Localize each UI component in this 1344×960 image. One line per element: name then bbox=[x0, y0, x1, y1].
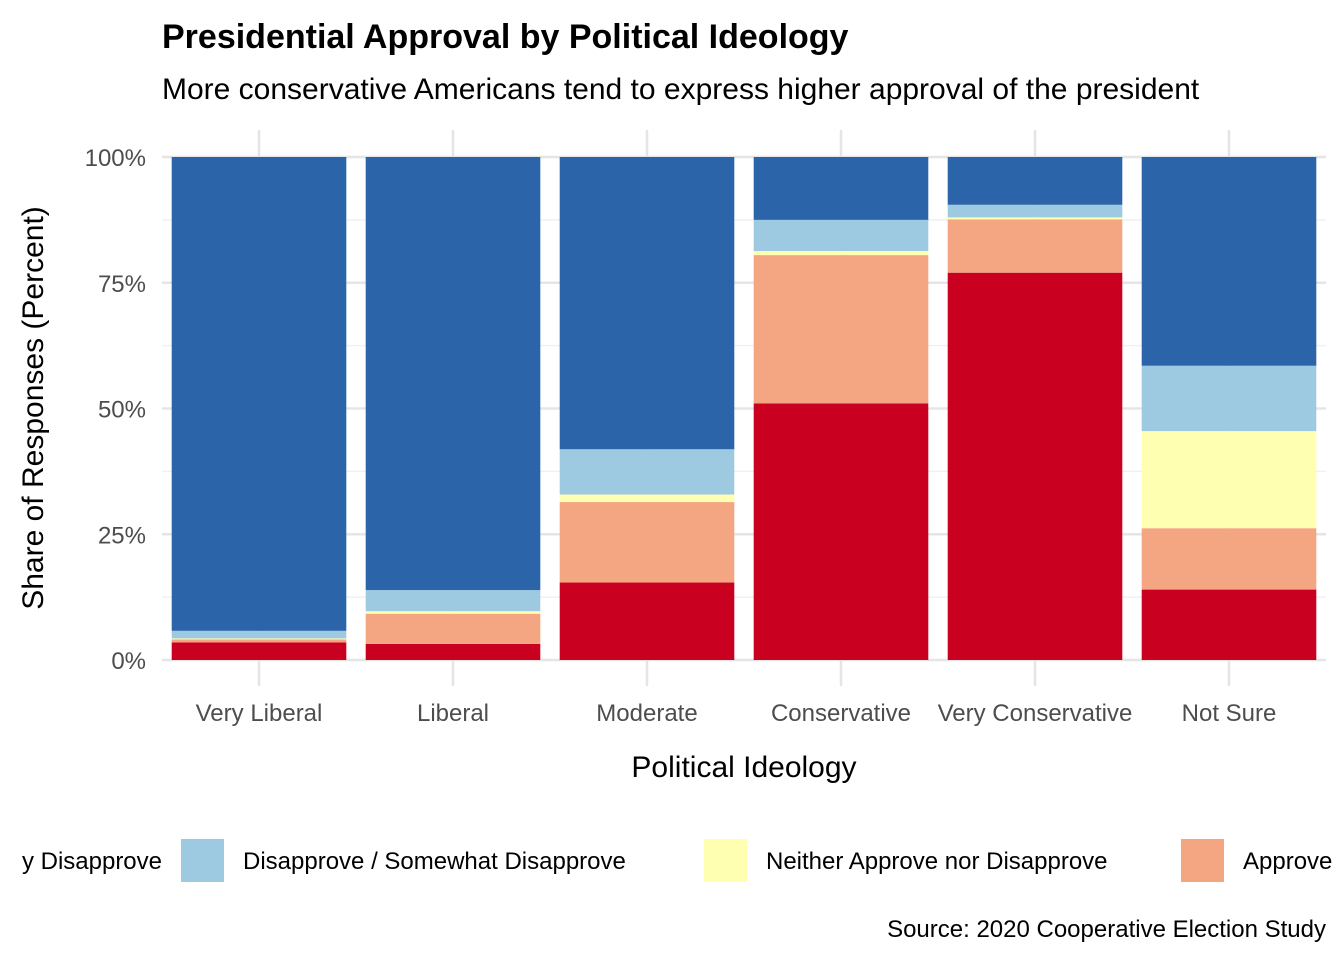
x-tick-label: Very Liberal bbox=[196, 700, 323, 727]
legend-label: Neither Approve nor Disapprove bbox=[766, 848, 1108, 875]
y-tick-label: 25% bbox=[98, 522, 146, 549]
chart-caption: Source: 2020 Cooperative Election Study bbox=[887, 916, 1326, 943]
bar-segment-2-3 bbox=[365, 611, 541, 614]
y-axis-title: Share of Responses (Percent) bbox=[17, 206, 50, 610]
bar-segment-4-2 bbox=[753, 255, 929, 404]
bar-segment-5-1 bbox=[947, 272, 1123, 660]
bar-segment-2-1 bbox=[365, 643, 541, 660]
y-tick-label: 0% bbox=[111, 648, 146, 675]
bar-segment-5-5 bbox=[947, 157, 1123, 205]
bar-segment-2-4 bbox=[365, 590, 541, 612]
legend-key bbox=[181, 839, 224, 882]
chart-subtitle: More conservative Americans tend to expr… bbox=[162, 73, 1200, 106]
x-tick-label: Conservative bbox=[771, 700, 911, 727]
x-axis-title: Political Ideology bbox=[631, 751, 856, 784]
y-tick-label: 75% bbox=[98, 271, 146, 298]
chart-title: Presidential Approval by Political Ideol… bbox=[162, 18, 849, 56]
bar-segment-6-2 bbox=[1141, 528, 1317, 590]
legend-label: Approve bbox=[1243, 848, 1332, 875]
bar-segment-6-3 bbox=[1141, 431, 1317, 529]
bar-segment-3-2 bbox=[559, 502, 735, 583]
bar-segment-1-2 bbox=[171, 639, 347, 643]
x-tick-label: Very Conservative bbox=[938, 700, 1133, 727]
bar-segment-5-2 bbox=[947, 219, 1123, 273]
bar-segment-6-4 bbox=[1141, 365, 1317, 432]
legend-label: y Disapprove bbox=[22, 848, 162, 875]
legend-key bbox=[1181, 839, 1224, 882]
axis-layer: 0% 25% 50% 75% 100% Very Liberal Liberal Modera… bbox=[85, 145, 1277, 727]
bar-segment-3-3 bbox=[559, 494, 735, 503]
bar-segment-3-1 bbox=[559, 582, 735, 660]
y-tick-label: 100% bbox=[85, 145, 146, 172]
bar-segment-4-3 bbox=[753, 251, 929, 256]
legend-key bbox=[704, 839, 747, 882]
bar-segment-1-3 bbox=[171, 638, 347, 640]
legend: y Disapprove Disapprove / Somewhat Disapp… bbox=[22, 839, 1332, 882]
y-tick-label: 50% bbox=[98, 397, 146, 424]
bar-segment-5-3 bbox=[947, 217, 1123, 220]
legend-label: Disapprove / Somewhat Disapprove bbox=[243, 848, 626, 875]
bar-segment-1-4 bbox=[171, 630, 347, 639]
bar-segment-6-1 bbox=[1141, 589, 1317, 660]
bar-segment-5-4 bbox=[947, 204, 1123, 218]
bar-segment-4-5 bbox=[753, 157, 929, 220]
bar-segment-1-5 bbox=[171, 157, 347, 631]
bar-segment-2-2 bbox=[365, 613, 541, 644]
bars-layer bbox=[171, 157, 1317, 660]
bar-segment-4-1 bbox=[753, 403, 929, 660]
bar-segment-3-5 bbox=[559, 157, 735, 450]
bar-segment-2-5 bbox=[365, 157, 541, 591]
bar-segment-4-4 bbox=[753, 219, 929, 252]
bar-segment-1-1 bbox=[171, 642, 347, 660]
x-tick-label: Liberal bbox=[417, 700, 489, 727]
bar-segment-3-4 bbox=[559, 449, 735, 495]
bar-segment-6-5 bbox=[1141, 157, 1317, 366]
x-tick-label: Moderate bbox=[596, 700, 697, 727]
x-tick-label: Not Sure bbox=[1182, 700, 1277, 727]
